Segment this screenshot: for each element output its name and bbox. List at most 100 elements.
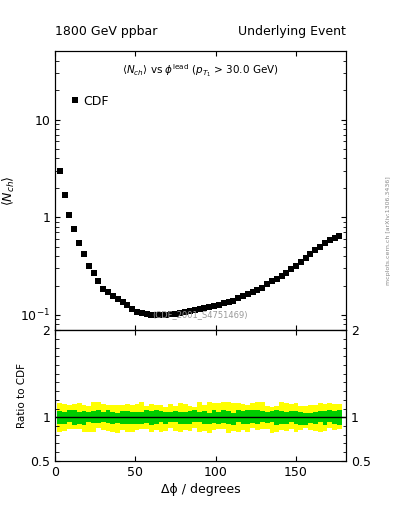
- Bar: [168, 412, 173, 422]
- Bar: [323, 403, 327, 431]
- Bar: [67, 410, 72, 422]
- Bar: [67, 406, 72, 430]
- Bar: [255, 402, 260, 430]
- CDF: [86, 263, 91, 269]
- Text: Underlying Event: Underlying Event: [238, 26, 346, 38]
- Bar: [260, 401, 265, 429]
- Bar: [173, 412, 178, 422]
- Bar: [115, 406, 120, 433]
- CDF: [101, 286, 106, 292]
- Text: mcplots.cern.ch [arXiv:1306.3436]: mcplots.cern.ch [arXiv:1306.3436]: [386, 176, 391, 285]
- Bar: [110, 412, 115, 424]
- Bar: [149, 411, 154, 425]
- Bar: [178, 412, 183, 424]
- Bar: [57, 411, 62, 424]
- Bar: [106, 405, 110, 431]
- Bar: [187, 407, 193, 432]
- Bar: [163, 412, 168, 424]
- Bar: [106, 410, 110, 423]
- Bar: [81, 405, 86, 433]
- Legend: CDF: CDF: [67, 91, 112, 112]
- Bar: [265, 406, 270, 429]
- Bar: [207, 402, 212, 433]
- Bar: [72, 404, 77, 430]
- Bar: [241, 411, 245, 424]
- Bar: [231, 413, 236, 425]
- Bar: [313, 404, 318, 431]
- Bar: [236, 410, 241, 421]
- Bar: [91, 402, 96, 433]
- Bar: [270, 411, 274, 422]
- Y-axis label: $\langle N_{ch} \rangle$: $\langle N_{ch} \rangle$: [1, 175, 17, 206]
- Bar: [250, 403, 255, 428]
- Bar: [308, 405, 313, 430]
- Bar: [207, 413, 212, 423]
- X-axis label: Δϕ / degrees: Δϕ / degrees: [161, 483, 240, 496]
- Bar: [274, 406, 279, 432]
- Bar: [318, 411, 323, 422]
- Bar: [77, 403, 81, 429]
- Bar: [212, 402, 217, 431]
- Bar: [193, 410, 197, 422]
- Bar: [187, 411, 193, 424]
- Bar: [226, 411, 231, 424]
- Bar: [221, 410, 226, 423]
- Bar: [327, 410, 332, 422]
- Bar: [308, 413, 313, 423]
- Bar: [265, 412, 270, 423]
- Text: $\langle N_{ch} \rangle$ vs $\phi^{\mathrm{lead}}$ ($p_{T_{1}}$ > 30.0 GeV): $\langle N_{ch} \rangle$ vs $\phi^{\math…: [122, 62, 279, 79]
- Bar: [289, 411, 294, 422]
- Bar: [154, 411, 159, 424]
- Bar: [178, 403, 183, 432]
- Bar: [96, 402, 101, 428]
- Bar: [279, 411, 284, 424]
- Bar: [144, 410, 149, 423]
- Bar: [149, 403, 154, 432]
- Bar: [197, 412, 202, 422]
- Bar: [294, 412, 298, 423]
- Bar: [250, 410, 255, 422]
- Bar: [323, 411, 327, 424]
- Bar: [274, 410, 279, 424]
- Bar: [140, 412, 144, 424]
- Bar: [101, 412, 106, 422]
- Bar: [140, 402, 144, 429]
- Bar: [86, 413, 91, 422]
- Text: 1800 GeV ppbar: 1800 GeV ppbar: [55, 26, 157, 38]
- Bar: [163, 407, 168, 431]
- Bar: [255, 410, 260, 424]
- Bar: [337, 410, 342, 424]
- Bar: [62, 403, 67, 431]
- Bar: [134, 412, 140, 424]
- Bar: [134, 404, 140, 431]
- Bar: [279, 401, 284, 430]
- Bar: [130, 406, 134, 432]
- Bar: [193, 407, 197, 429]
- Bar: [197, 402, 202, 432]
- Bar: [115, 413, 120, 423]
- Bar: [221, 401, 226, 429]
- Bar: [101, 404, 106, 430]
- Bar: [332, 404, 337, 430]
- CDF: [154, 312, 159, 318]
- CDF: [67, 212, 72, 218]
- Bar: [173, 407, 178, 432]
- Bar: [327, 402, 332, 428]
- Bar: [217, 403, 221, 429]
- Text: (CDF_2001_S4751469): (CDF_2001_S4751469): [152, 310, 248, 319]
- CDF: [207, 304, 211, 310]
- Bar: [236, 403, 241, 433]
- Bar: [231, 403, 236, 431]
- Bar: [154, 406, 159, 430]
- Bar: [298, 406, 303, 430]
- CDF: [265, 282, 270, 288]
- Bar: [125, 411, 130, 424]
- Bar: [303, 406, 308, 428]
- Bar: [217, 412, 221, 424]
- Bar: [241, 404, 245, 431]
- Bar: [120, 405, 125, 430]
- Bar: [245, 410, 250, 424]
- Bar: [86, 406, 91, 432]
- CDF: [337, 232, 342, 239]
- Bar: [212, 410, 217, 423]
